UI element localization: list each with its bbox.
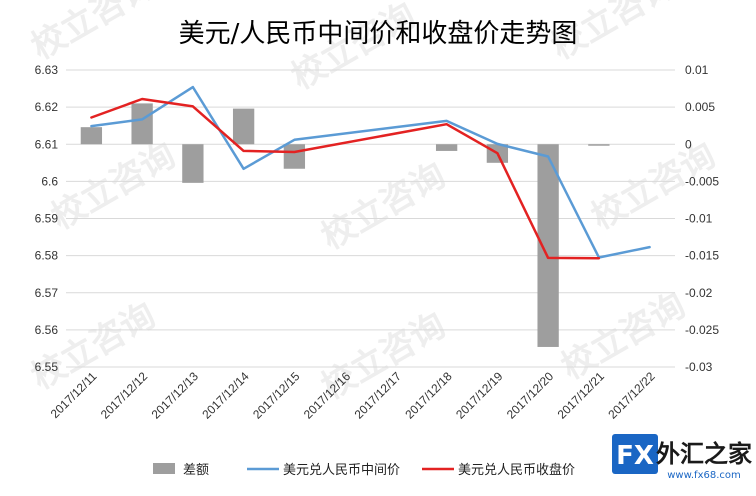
watermark-text: 校立咨询 [315,155,453,258]
bar [232,108,255,145]
legend-label: 美元兑人民币中间价 [283,463,400,478]
right-tick-label: -0.005 [685,174,719,188]
fx-logo-badge [612,434,658,474]
right-tick-label: -0.03 [685,360,713,374]
bar [588,144,610,146]
x-tick-label: 2017/12/15 [250,369,303,422]
fx-logo-mark: FX [616,441,654,471]
left-tick-label: 6.61 [35,137,59,151]
line-series [90,85,651,260]
fx-logo-url: www.fx68.com [667,470,741,481]
chart-title: 美元/人民币中间价和收盘价走势图 [179,19,578,49]
x-tick-label: 2017/12/13 [149,369,202,422]
bar [80,127,103,145]
series-line [90,97,601,260]
bar [435,144,458,151]
legend-swatch [153,463,175,474]
legend: 差额 美元兑人民币中间价 美元兑人民币收盘价 [153,462,575,478]
bar [283,144,306,169]
left-tick-label: 6.6 [41,174,58,188]
right-tick-label: -0.01 [685,212,713,226]
right-tick-label: 0.01 [685,63,709,77]
x-tick-label: 2017/12/12 [98,369,151,422]
bar [131,103,153,145]
right-tick-label: -0.02 [685,286,713,300]
watermark-text: 校立咨询 [25,0,163,68]
left-tick-label: 6.55 [35,360,59,374]
bar [537,144,559,347]
left-tick-label: 6.57 [35,286,59,300]
left-tick-label: 6.58 [35,249,59,263]
right-tick-label: -0.025 [685,323,719,337]
watermark-text: 校立咨询 [555,285,693,388]
right-axis-ticks: -0.03 -0.025 -0.02 -0.015 -0.01 -0.005 0 0.005 0… [685,63,719,374]
right-tick-label: -0.015 [685,249,719,263]
left-tick-label: 6.62 [35,100,59,114]
gridlines [66,69,675,368]
left-axis-ticks: 6.55 6.56 6.57 6.58 6.59 6.6 6.61 6.62 6.63 [35,63,59,374]
fx68-logo: FX 外汇之家 www.fx68.com [612,434,752,481]
left-tick-label: 6.63 [35,63,59,77]
left-tick-label: 6.59 [35,212,59,226]
right-tick-label: 0.005 [685,100,715,114]
right-tick-label: 0 [685,137,692,151]
bar [182,144,204,183]
legend-label: 美元兑人民币收盘价 [458,462,575,478]
x-tick-label: 2017/12/20 [504,369,557,422]
bar-series-diff [80,103,610,347]
x-tick-label: 2017/12/19 [453,369,506,422]
legend-label: 差额 [183,463,209,478]
left-tick-label: 6.56 [35,323,59,337]
watermark-text: 校立咨询 [45,135,183,238]
x-tick-label: 2017/12/18 [402,369,455,422]
x-tick-label: 2017/12/14 [199,369,252,422]
fx-logo-name: 外汇之家 [656,440,752,468]
x-tick-label: 2017/12/22 [605,369,658,422]
